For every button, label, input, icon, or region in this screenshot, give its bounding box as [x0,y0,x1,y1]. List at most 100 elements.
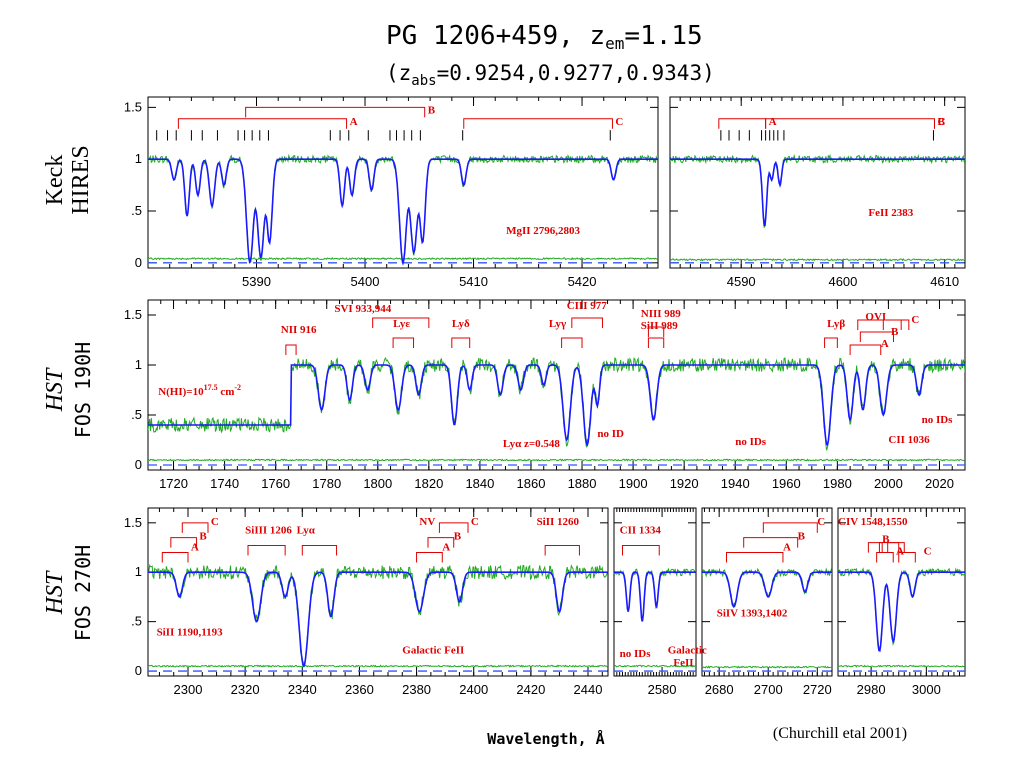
transition-bracket [245,106,426,118]
bracket-label: B [937,116,945,128]
annotation-label: no IDs [735,436,767,448]
x-tick-label: 2580 [648,682,677,697]
bracket-label: B [891,326,899,338]
transition-bracket [544,545,580,556]
annotation-label: Lyα z=0.548 [503,438,561,450]
transition-bracket [867,542,883,553]
model-fit [148,364,965,447]
plot-frame [613,507,697,677]
spectrum-group [670,153,965,264]
plot-frame [837,507,966,677]
x-tick-label: 5420 [568,274,597,289]
transition-bracket [571,317,603,328]
bracket-label: SiII 1260 [537,516,580,528]
keck-subpanel-0: 0 .5 1 1.5 5390 5400 5410 5420 A B C MgII 2796,2803 [124,96,659,289]
fos270h-subpanel-3: 2980 3000 BA C CIV 1548,1550 [837,507,966,697]
fos270h-subpanel-2: 2680 2700 2720 ABC SiIV 1393,1402 [701,507,833,697]
x-tick-label: 1720 [159,476,188,491]
bracket-label: C [471,516,479,528]
bracket-label: C [937,116,945,128]
bracket-label: B [798,531,806,543]
x-tick-label: 1940 [721,476,750,491]
transition-bracket [898,551,916,563]
transition-bracket [876,551,894,563]
spectrum-group [838,567,965,672]
x-tick-label: 1800 [363,476,392,491]
model-fit [614,571,696,622]
bracket-label: B [428,104,436,116]
annotation-label: CIV 1548,1550 [838,516,908,528]
transition-bracket [647,337,665,348]
error-spectrum [614,664,696,668]
x-tick-label: 2300 [174,682,203,697]
plot-frame [701,507,833,677]
svg-text:FOS 190H: FOS 190H [71,342,95,438]
bracket-label: C [924,545,932,557]
annotation-label: NV [419,516,435,528]
x-tick-label: 2440 [574,682,603,697]
transition-bracket [726,551,784,563]
spectrum-group [148,356,965,466]
plot-frame [669,96,966,269]
x-tick-label: 1900 [619,476,648,491]
model-fit [670,158,965,227]
annotation-label: FeII [673,657,693,669]
spectrum-group [148,563,608,672]
figure-subtitle: (zabs=0.9254,0.9277,0.9343) [386,61,715,89]
error-spectrum [148,664,608,668]
annotation-label: no IDs [620,648,652,660]
transition-bracket [301,545,338,556]
x-tick-label: 4600 [828,274,857,289]
fos190h-label: HST FOS 190H [42,342,95,438]
spectrum-group [614,567,696,672]
plot-frame [147,507,609,677]
bracket-label: Lyε [393,318,410,330]
bracket-label: A [442,541,450,553]
bracket-label: CIII 977 [567,300,608,312]
transition-bracket [451,337,471,348]
x-tick-label: 1740 [210,476,239,491]
figure-title: PG 1206+459, zem=1.15 [386,21,703,53]
bracket-label: NII 916 [281,324,317,336]
y-tick-label: .5 [131,407,142,422]
model-fit [702,571,832,608]
x-tick-label: 5390 [242,274,271,289]
y-tick-label: 1.5 [124,515,142,530]
y-tick-label: 1.5 [124,99,142,114]
transition-bracket [849,344,882,355]
error-spectrum [702,665,832,669]
x-tick-label: 2340 [288,682,317,697]
x-tick-label: 2700 [754,682,783,697]
x-tick-label: 3000 [912,682,941,697]
model-fit [148,158,658,266]
transition-bracket [161,551,189,563]
transition-bracket [463,118,613,129]
flux-spectrum [702,567,832,608]
y-tick-label: 0 [135,663,142,678]
x-tick-label: 1840 [465,476,494,491]
x-tick-label: 5410 [459,274,488,289]
flux-spectrum [838,567,965,650]
x-tick-label: 2320 [231,682,260,697]
transition-bracket [765,118,935,129]
bracket-label: A [769,116,777,128]
bracket-label: NIII 989 [641,308,682,320]
transition-bracket [392,337,415,348]
transition-bracket [743,537,799,548]
transition-bracket [177,118,348,129]
bracket-label: SiIII 1206 [245,525,292,537]
x-tick-label: 1760 [261,476,290,491]
svg-text:HST: HST [42,367,68,412]
bracket-label: C [911,314,919,326]
error-spectrum [838,664,965,668]
x-tick-label: 2400 [459,682,488,697]
x-tick-label: 1920 [670,476,699,491]
y-tick-label: .5 [131,203,142,218]
annotation-label: Galactic FeII [402,644,464,656]
flux-spectrum [148,153,658,266]
bracket-label: Lyγ [549,318,566,330]
annotation-label: SiII 1190,1193 [157,626,224,638]
x-tick-label: 2360 [345,682,374,697]
x-tick-label: 4610 [930,274,959,289]
